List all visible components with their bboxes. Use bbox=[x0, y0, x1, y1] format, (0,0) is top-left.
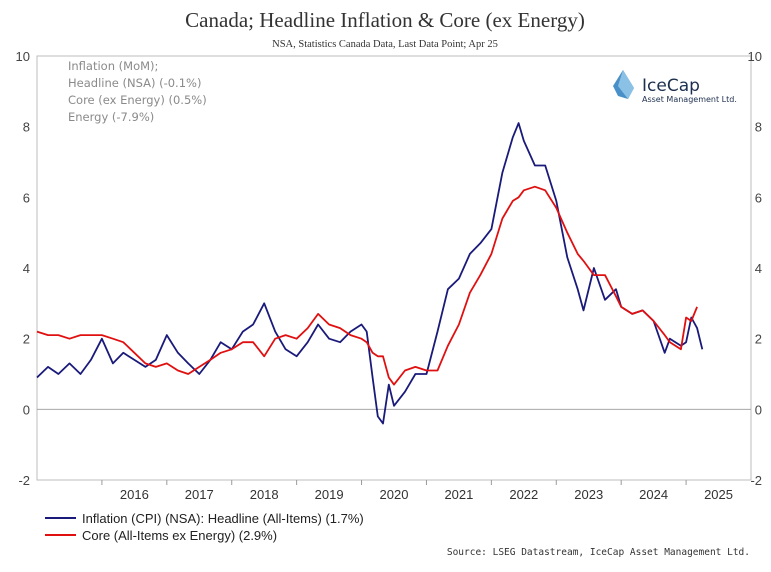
y-tick-label-right: 8 bbox=[755, 120, 762, 135]
stats-note-line: Headline (NSA) (-0.1%) bbox=[68, 76, 201, 90]
x-tick-label: 2019 bbox=[315, 487, 344, 502]
x-tick-label: 2018 bbox=[250, 487, 279, 502]
y-tick-label-right: 2 bbox=[755, 332, 762, 347]
series-layer bbox=[36, 122, 704, 425]
x-tick-label: 2020 bbox=[380, 487, 409, 502]
legend-label-headline: Inflation (CPI) (NSA): Headline (All-Ite… bbox=[82, 511, 364, 526]
logo-name: IceCap bbox=[642, 76, 700, 96]
x-tick-label: 2023 bbox=[574, 487, 603, 502]
stats-note-line: Inflation (MoM); bbox=[68, 59, 158, 73]
stats-note-line: Core (ex Energy) (0.5%) bbox=[68, 93, 207, 107]
y-tick-label-right: 0 bbox=[755, 402, 762, 417]
x-tick-label: 2017 bbox=[185, 487, 214, 502]
x-tick-label: 2025 bbox=[704, 487, 733, 502]
y-tick-label-left: 6 bbox=[23, 190, 30, 205]
y-tick-label-right: -2 bbox=[750, 473, 762, 488]
stats-note: Inflation (MoM); Headline (NSA) (-0.1%) … bbox=[68, 59, 207, 124]
series-line-core bbox=[36, 185, 698, 386]
icecap-logo: IceCap Asset Management Ltd. bbox=[613, 70, 737, 104]
stats-note-line: Energy (-7.9%) bbox=[68, 110, 154, 124]
y-tick-label-right: 10 bbox=[748, 49, 762, 64]
iceberg-icon bbox=[618, 70, 634, 99]
logo-tagline: Asset Management Ltd. bbox=[642, 95, 737, 104]
legend: Inflation (CPI) (NSA): Headline (All-Ite… bbox=[45, 511, 364, 543]
y-axis-right: -2 0 2 4 6 8 10 bbox=[748, 49, 762, 488]
y-tick-label-left: 0 bbox=[23, 402, 30, 417]
series-line-headline bbox=[36, 122, 704, 425]
x-tick-label: 2022 bbox=[509, 487, 538, 502]
y-tick-label-right: 4 bbox=[755, 261, 762, 276]
y-axis-left: -2 0 2 4 6 8 10 bbox=[16, 49, 30, 488]
y-tick-label-left: -2 bbox=[18, 473, 30, 488]
x-tick-label: 2021 bbox=[444, 487, 473, 502]
source-note: Source: LSEG Datastream, IceCap Asset Ma… bbox=[447, 547, 750, 558]
plot-area bbox=[36, 55, 752, 481]
y-tick-label-left: 8 bbox=[23, 120, 30, 135]
y-tick-label-left: 4 bbox=[23, 261, 30, 276]
x-axis: 2016 2017 2018 2019 2020 2021 2022 2023 2024 2025 bbox=[101, 480, 733, 502]
chart-title: Canada; Headline Inflation & Core (ex En… bbox=[185, 8, 585, 32]
y-tick-label-right: 6 bbox=[755, 190, 762, 205]
x-tick-label: 2024 bbox=[639, 487, 668, 502]
legend-label-core: Core (All-Items ex Energy) (2.9%) bbox=[82, 528, 277, 543]
y-tick-label-left: 2 bbox=[23, 332, 30, 347]
y-tick-label-left: 10 bbox=[16, 49, 30, 64]
x-tick-label: 2016 bbox=[120, 487, 149, 502]
chart-subtitle: NSA, Statistics Canada Data, Last Data P… bbox=[272, 39, 498, 50]
